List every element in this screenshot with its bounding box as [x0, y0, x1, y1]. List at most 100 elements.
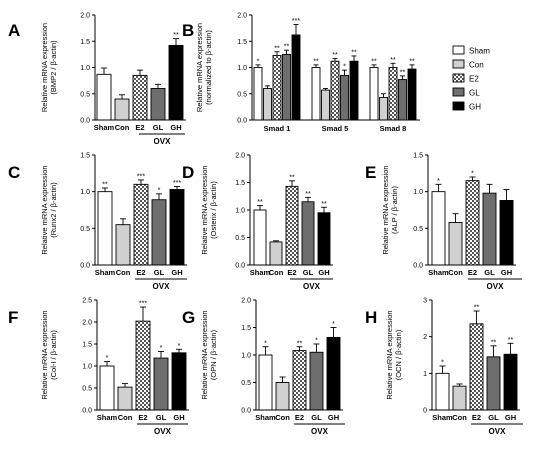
bar-gl-smad-5 — [340, 74, 349, 121]
panel-f: F Relative mRNA expression (Col-I / β-acti… — [8, 298, 189, 436]
x-category-label: Sham — [432, 413, 453, 422]
x-category-label: Sham — [250, 268, 271, 277]
y-axis-label: (Col-I / β-actin) — [49, 330, 58, 380]
y-axis-label: Relative mRNA expression — [385, 310, 394, 399]
bar-e2-smad-5 — [330, 60, 340, 121]
legend: Sham Con E2 GL GH — [452, 45, 490, 112]
group-label: OVX — [303, 282, 321, 291]
bar-e2 — [292, 350, 307, 411]
legend-swatch-gh — [452, 101, 465, 111]
significance-mark: ** — [390, 57, 396, 64]
y-tick-label: 1.5 — [80, 39, 90, 46]
bar-con — [269, 241, 283, 266]
significance-mark: ** — [305, 191, 311, 198]
significance-mark: ** — [284, 44, 290, 51]
legend-entry: Con — [469, 61, 484, 70]
bar-e2-smad-1 — [272, 54, 282, 121]
bar-gl-smad-1 — [282, 53, 291, 121]
significance-mark: ** — [321, 201, 327, 208]
x-category-label: Sham — [97, 413, 118, 422]
significance-mark: *** — [173, 180, 181, 187]
x-category-label: E2 — [136, 268, 145, 277]
bar-sham — [435, 372, 450, 411]
x-category-label: GH — [501, 268, 512, 277]
legend-swatch-gl — [452, 87, 465, 97]
significance-mark: * — [257, 58, 260, 65]
x-category-label: Con — [452, 413, 467, 422]
legend-entry: E2 — [469, 75, 479, 84]
x-category-label: GL — [154, 268, 165, 277]
bar-gh — [169, 189, 185, 266]
legend-swatch-con — [452, 59, 465, 69]
y-tick-label: 0 — [423, 408, 427, 415]
group-label: OVX — [489, 427, 507, 436]
bar-sham — [99, 365, 115, 411]
x-category-label: GH — [170, 123, 181, 132]
bar-gh — [168, 45, 184, 121]
y-tick-label: 1.0 — [82, 364, 92, 371]
y-axis-label: Relative mRNA expression — [200, 165, 209, 254]
significance-mark: * — [471, 171, 474, 178]
bar-sham — [258, 354, 273, 411]
x-category-label: GH — [318, 268, 329, 277]
x-category-label: GL — [484, 268, 495, 277]
x-category-label: GL — [303, 268, 314, 277]
x-category-label: Con — [448, 268, 463, 277]
y-tick-label: 1.5 — [82, 342, 92, 349]
significance-mark: ** — [289, 174, 295, 181]
x-category-label: Con — [269, 268, 284, 277]
significance-mark: *** — [292, 18, 300, 25]
y-tick-label: 0.0 — [235, 263, 245, 270]
bar-sham — [431, 191, 446, 266]
x-category-label: E2 — [138, 413, 147, 422]
bar-gh — [326, 336, 341, 411]
significance-mark: ** — [274, 45, 280, 52]
bar-gh-smad-5 — [349, 60, 359, 121]
significance-mark: * — [315, 338, 318, 345]
panel-h: H Relative mRNA expression (OCN / β-actin)… — [365, 298, 523, 436]
x-category-label: GL — [311, 413, 322, 422]
bar-gh — [171, 352, 187, 411]
y-tick-label: 1.5 — [413, 153, 423, 160]
significance-mark: * — [343, 64, 346, 71]
y-tick-label: 1.5 — [237, 39, 247, 46]
y-axis-label: Relative mRNA expression — [40, 165, 49, 254]
significance-mark: ** — [351, 49, 357, 56]
panel-e: E Relative mRNA expression (ALP / β-actin)… — [365, 153, 522, 291]
significance-mark: * — [106, 355, 109, 362]
y-tick-label: 1.0 — [237, 65, 247, 72]
x-category-label: GL — [488, 413, 499, 422]
bar-sham — [96, 73, 112, 121]
significance-mark: * — [160, 345, 163, 352]
x-category-label: Sham — [94, 123, 115, 132]
y-axis-label: (Runx2 / β-actin) — [49, 182, 58, 238]
significance-mark: ** — [313, 58, 319, 65]
bar-con-smad-8 — [379, 96, 388, 121]
y-tick-label: 0.5 — [82, 386, 92, 393]
bar-gl — [309, 351, 324, 411]
y-tick-label: 2.0 — [82, 320, 92, 327]
x-category-label: Smad 8 — [380, 124, 407, 133]
y-tick-label: 1.0 — [235, 208, 245, 215]
y-tick-label: 0.5 — [80, 226, 90, 233]
bar-e2-smad-8 — [388, 67, 398, 121]
bar-sham-smad-5 — [311, 67, 321, 121]
y-tick-label: 3 — [423, 298, 427, 305]
bar-e2 — [465, 180, 480, 266]
panel-label: F — [8, 308, 18, 327]
significance-mark: * — [158, 187, 161, 194]
x-category-label: Smad 1 — [264, 124, 291, 133]
y-axis-label: (OCN / β-actin) — [394, 329, 403, 380]
bar-con — [117, 386, 133, 411]
bar-gh — [503, 353, 518, 411]
x-category-label: Con — [118, 413, 133, 422]
y-tick-label: 0.0 — [80, 263, 90, 270]
y-tick-label: 0.5 — [413, 226, 423, 233]
bar-e2 — [132, 74, 148, 121]
y-axis-label: (OPN / β-actin) — [209, 329, 218, 380]
significance-mark: ** — [491, 339, 497, 346]
panel-d: D Relative mRNA expression (Osterix / β-ac… — [182, 153, 333, 291]
y-axis-label: (ALP / β-actin) — [390, 186, 399, 234]
y-tick-label: 0.5 — [235, 235, 245, 242]
